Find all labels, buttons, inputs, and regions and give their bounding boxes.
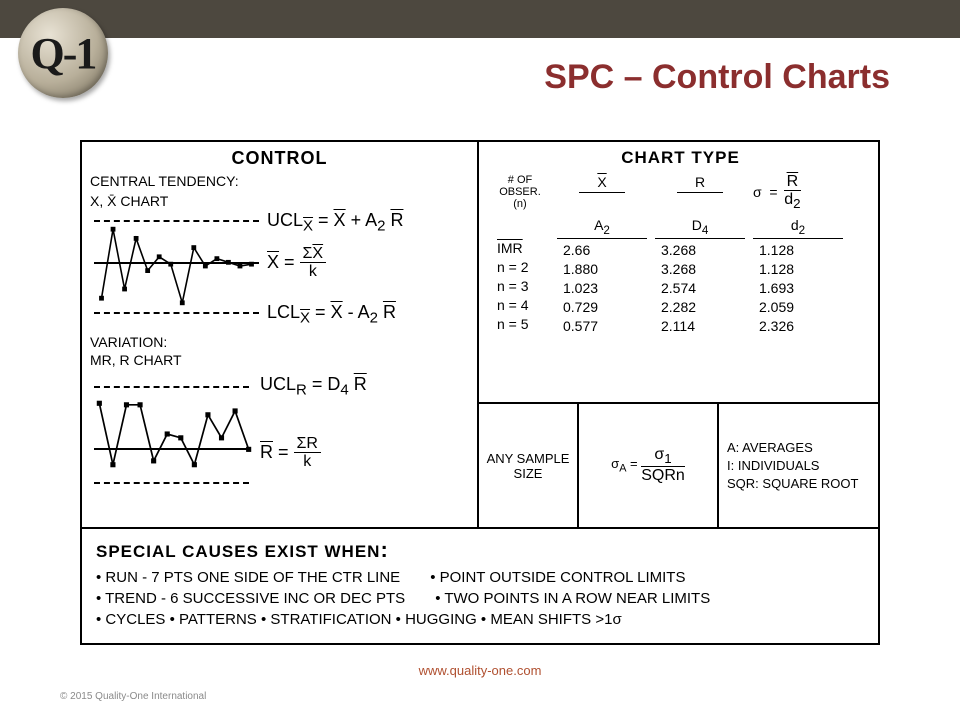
rchart-plot — [94, 382, 254, 486]
col-r: R — [655, 174, 745, 193]
row-n2-d2: 1.128 — [753, 261, 843, 277]
central-tendency-label-2: X, X̄ CHART — [90, 193, 469, 211]
logo-badge: Q-1 — [18, 8, 108, 98]
row-n3-d2: 1.693 — [753, 280, 843, 296]
row-imr-a2: 2.66 — [557, 242, 647, 258]
row-n5-d2: 2.326 — [753, 318, 843, 334]
row-n5-n: n = 5 — [491, 316, 549, 332]
special-row-3: • CYCLES • PATTERNS • STRATIFICATION • H… — [96, 611, 864, 628]
col-a2: A2 2.66 1.880 1.023 0.729 0.577 — [557, 217, 647, 335]
sigma-col3: A: AVERAGES I: INDIVIDUALS SQR: SQUARE R… — [719, 404, 882, 527]
row-n5-d4: 2.114 — [655, 318, 745, 334]
logo-text: Q-1 — [31, 28, 96, 79]
control-panel: CONTROL CENTRAL TENDENCY: X, X̄ CHART UC… — [82, 142, 477, 527]
variation-label-1: VARIATION: — [90, 334, 167, 352]
row-n3-n: n = 3 — [491, 278, 549, 294]
formula-lcl-x: LCLX = X - A2 R — [267, 302, 396, 327]
legend-sqr: SQR: SQUARE ROOT — [727, 476, 874, 491]
sp-r1a: • RUN - 7 PTS ONE SIDE OF THE CTR LINE — [96, 569, 400, 586]
row-n2-d4: 3.268 — [655, 261, 745, 277]
chart-type-header-row: # OFOBSER.(n) X R σ = Rd2 — [491, 174, 870, 211]
formula-rbar: R = ΣRk — [260, 436, 321, 470]
sp-r2b: • TWO POINTS IN A ROW NEAR LIMITS — [435, 590, 710, 607]
col-sigma: σ = Rd2 — [753, 174, 801, 211]
row-n4-n: n = 4 — [491, 297, 549, 313]
content-frame: CONTROL CENTRAL TENDENCY: X, X̄ CHART UC… — [80, 140, 880, 645]
variation-label-2: MR, R CHART — [90, 352, 182, 370]
sigma-col2: σA = σ1SQRn — [579, 404, 719, 527]
sp-r1b: • POINT OUTSIDE CONTROL LIMITS — [430, 569, 685, 586]
row-n5-a2: 0.577 — [557, 318, 647, 334]
row-imr-d4: 3.268 — [655, 242, 745, 258]
formula-xbarbar: X = ΣXk — [267, 246, 326, 280]
row-n4-d4: 2.282 — [655, 299, 745, 315]
col-d4: D4 3.268 3.268 2.574 2.282 2.114 — [655, 217, 745, 335]
hdr-d4: D4 — [655, 217, 745, 240]
sp-r2a: • TREND - 6 SUCCESSIVE INC OR DEC PTS — [96, 590, 405, 607]
row-imr-n: IMR — [491, 240, 549, 256]
central-tendency-label-1: CENTRAL TENDENCY: — [90, 173, 469, 191]
chart-type-panel: CHART TYPE # OFOBSER.(n) X R σ = Rd2 IMR… — [479, 142, 882, 402]
row-n2-n: n = 2 — [491, 259, 549, 275]
chart-type-title: CHART TYPE — [491, 148, 870, 168]
page-title: SPC – Control Charts — [544, 58, 890, 97]
col-xbar: X — [557, 174, 647, 193]
special-row-2: • TREND - 6 SUCCESSIVE INC OR DEC PTS • … — [96, 590, 864, 607]
legend-a: A: AVERAGES — [727, 440, 874, 455]
row-imr-d2: 1.128 — [753, 242, 843, 258]
special-causes-panel: SPECIAL CAUSES EXIST WHEN: • RUN - 7 PTS… — [82, 529, 878, 643]
row-n3-d4: 2.574 — [655, 280, 745, 296]
control-title: CONTROL — [90, 148, 469, 169]
special-row-1: • RUN - 7 PTS ONE SIDE OF THE CTR LINE •… — [96, 569, 864, 586]
sigma-col1: ANY SAMPLE SIZE — [479, 404, 579, 527]
col-d2: d2 1.128 1.128 1.693 2.059 2.326 — [753, 217, 843, 335]
constants-table: IMR n = 2 n = 3 n = 4 n = 5 A2 2.66 1.88… — [491, 217, 870, 335]
obs-header: # OFOBSER.(n) — [491, 174, 549, 210]
hdr-d2: d2 — [753, 217, 843, 240]
hdr-a2: A2 — [557, 217, 647, 240]
row-n4-a2: 0.729 — [557, 299, 647, 315]
footer-url: www.quality-one.com — [0, 663, 960, 678]
legend-i: I: INDIVIDUALS — [727, 458, 874, 473]
footer-copyright: © 2015 Quality-One International — [60, 691, 206, 702]
xchart-plot — [94, 216, 259, 316]
sigma-panel: ANY SAMPLE SIZE σA = σ1SQRn A: AVERAGES … — [479, 404, 882, 527]
col-n: IMR n = 2 n = 3 n = 4 n = 5 — [491, 217, 549, 335]
row-n2-a2: 1.880 — [557, 261, 647, 277]
sp-r3: • CYCLES • PATTERNS • STRATIFICATION • H… — [96, 611, 622, 628]
formula-ucl-x: UCLX = X + A2 R — [267, 210, 403, 235]
special-title: SPECIAL CAUSES EXIST WHEN: — [96, 537, 864, 563]
header-bar — [0, 0, 960, 38]
row-n4-d2: 2.059 — [753, 299, 843, 315]
row-n3-a2: 1.023 — [557, 280, 647, 296]
formula-ucl-r: UCLR = D4 R — [260, 374, 367, 399]
